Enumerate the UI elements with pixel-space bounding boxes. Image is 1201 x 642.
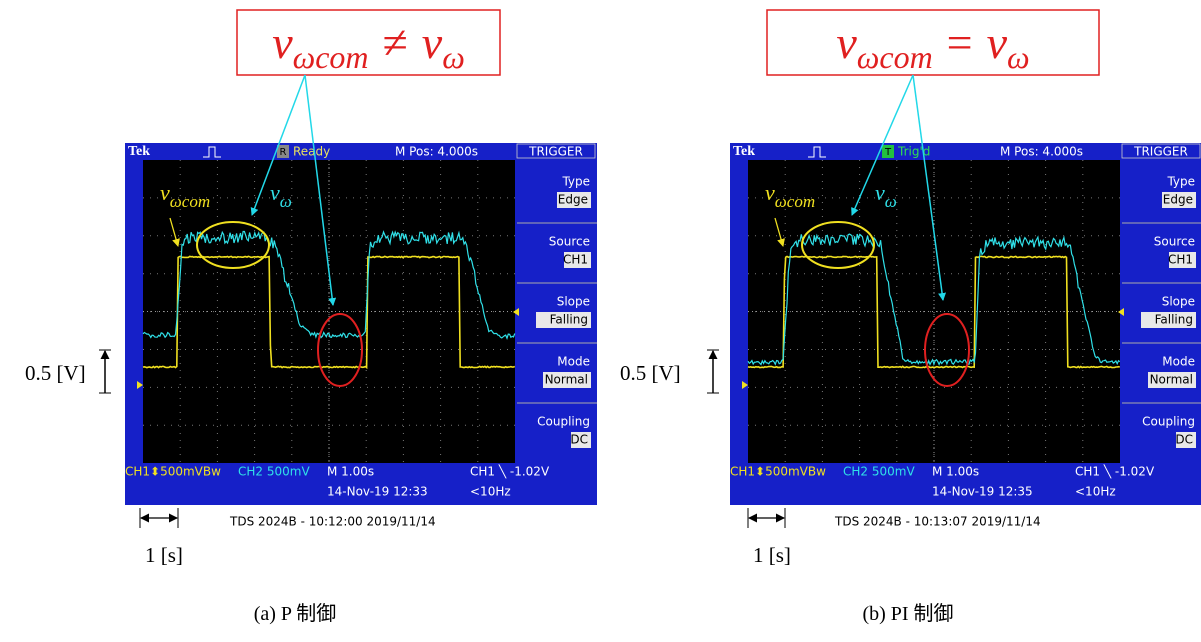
frequency: <10Hz xyxy=(1075,485,1116,499)
ch2-scale: CH2 500mV xyxy=(843,465,915,479)
menu-label: Source xyxy=(1154,235,1195,249)
m-pos: M Pos: 4.000s xyxy=(395,145,478,159)
menu-value: Normal xyxy=(1150,373,1193,387)
status: Trig'd xyxy=(897,145,930,159)
menu-value: Normal xyxy=(545,373,588,387)
status-icon: R xyxy=(280,147,287,158)
frequency: <10Hz xyxy=(470,485,511,499)
scope-brand: Tek xyxy=(733,144,755,159)
trigger-level: CH1 ╲ -1.02V xyxy=(470,464,550,479)
ch1-label-sub: ωcom xyxy=(775,192,815,211)
callout-lhs: v xyxy=(272,17,293,68)
timebase: M 1.00s xyxy=(327,465,374,479)
menu-title: TRIGGER xyxy=(528,145,583,159)
voltage-scale: 0.5 [V] xyxy=(25,361,86,385)
time-scale: 1 [s] xyxy=(145,543,183,567)
callout-lhs-sub: ωcom xyxy=(293,39,369,75)
m-pos: M Pos: 4.000s xyxy=(1000,145,1083,159)
ch2-label-main: v xyxy=(270,180,280,205)
ch2-label-main: v xyxy=(875,180,885,205)
menu-label: Source xyxy=(549,235,590,249)
menu-label: Slope xyxy=(1162,295,1195,309)
menu-label: Coupling xyxy=(1142,415,1195,429)
callout-relation: ≠ xyxy=(383,17,408,68)
scope-brand: Tek xyxy=(128,144,150,159)
figure: vωcom≠vωTekRReadyM Pos: 4.000sTRIGGERTyp… xyxy=(0,0,1201,642)
status-icon: T xyxy=(884,147,892,158)
body: {"panels": [ {"callout": {"lhs": "v", "l… xyxy=(0,0,1201,642)
callout-box xyxy=(767,10,1099,75)
menu-value: DC xyxy=(570,433,588,447)
ch2-scale: CH2 500mV xyxy=(238,465,310,479)
datetime: 14-Nov-19 12:33 xyxy=(327,485,428,499)
ch1-scale: CH1⬍500mVBw xyxy=(125,465,221,479)
menu-value: Falling xyxy=(1155,313,1193,327)
callout-rhs: v xyxy=(987,17,1008,68)
menu-value: Edge xyxy=(558,193,588,207)
status: Ready xyxy=(293,145,330,159)
timebase: M 1.00s xyxy=(932,465,979,479)
menu-label: Mode xyxy=(1162,355,1195,369)
menu-value: Falling xyxy=(550,313,588,327)
callout-relation: = xyxy=(947,17,973,68)
trigger-level: CH1 ╲ -1.02V xyxy=(1075,464,1155,479)
menu-label: Type xyxy=(561,175,590,189)
callout-rhs: v xyxy=(422,17,443,68)
menu-value: Edge xyxy=(1163,193,1193,207)
voltage-scale: 0.5 [V] xyxy=(620,361,681,385)
menu-title: TRIGGER xyxy=(1133,145,1188,159)
ch1-label-main: v xyxy=(160,180,170,205)
datetime: 14-Nov-19 12:35 xyxy=(932,485,1033,499)
caption: (a) P 制御 xyxy=(254,602,337,625)
ch1-label-main: v xyxy=(765,180,775,205)
ch1-label-sub: ωcom xyxy=(170,192,210,211)
time-scale: 1 [s] xyxy=(753,543,791,567)
menu-label: Mode xyxy=(557,355,590,369)
menu-label: Coupling xyxy=(537,415,590,429)
page: body { margin: 0; background: #fff; widt… xyxy=(0,0,1201,642)
callout-rhs-sub: ω xyxy=(1007,39,1030,75)
menu-label: Slope xyxy=(557,295,590,309)
scope-footer: TDS 2024B - 10:13:07 2019/11/14 xyxy=(834,515,1041,529)
ch2-label-sub: ω xyxy=(885,192,897,211)
callout-rhs-sub: ω xyxy=(442,39,465,75)
callout-lhs: v xyxy=(836,17,857,68)
scope-footer: TDS 2024B - 10:12:00 2019/11/14 xyxy=(229,515,436,529)
menu-value: CH1 xyxy=(563,253,588,267)
caption: (b) PI 制御 xyxy=(862,602,953,625)
callout-lhs-sub: ωcom xyxy=(857,39,933,75)
menu-value: DC xyxy=(1175,433,1193,447)
menu-value: CH1 xyxy=(1168,253,1193,267)
ch1-scale: CH1⬍500mVBw xyxy=(730,465,826,479)
menu-label: Type xyxy=(1166,175,1195,189)
ch2-label-sub: ω xyxy=(280,192,292,211)
